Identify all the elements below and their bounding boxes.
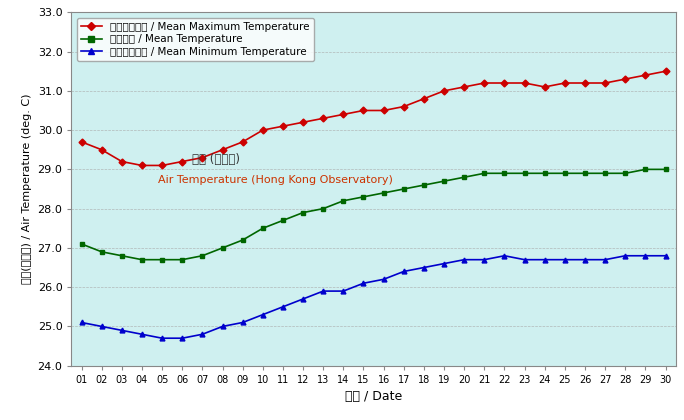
Y-axis label: 氣溫(攝氏度) / Air Temperature (deg. C): 氣溫(攝氏度) / Air Temperature (deg. C) <box>22 94 32 284</box>
Legend: 平均最高氣溫 / Mean Maximum Temperature, 平均氣溫 / Mean Temperature, 平均最低氣溫 / Mean Minimu: 平均最高氣溫 / Mean Maximum Temperature, 平均氣溫 … <box>77 18 314 61</box>
X-axis label: 日期 / Date: 日期 / Date <box>345 390 402 403</box>
Text: 氣溫 (天文台): 氣溫 (天文台) <box>192 153 240 166</box>
Text: Air Temperature (Hong Kong Observatory): Air Temperature (Hong Kong Observatory) <box>158 175 393 185</box>
